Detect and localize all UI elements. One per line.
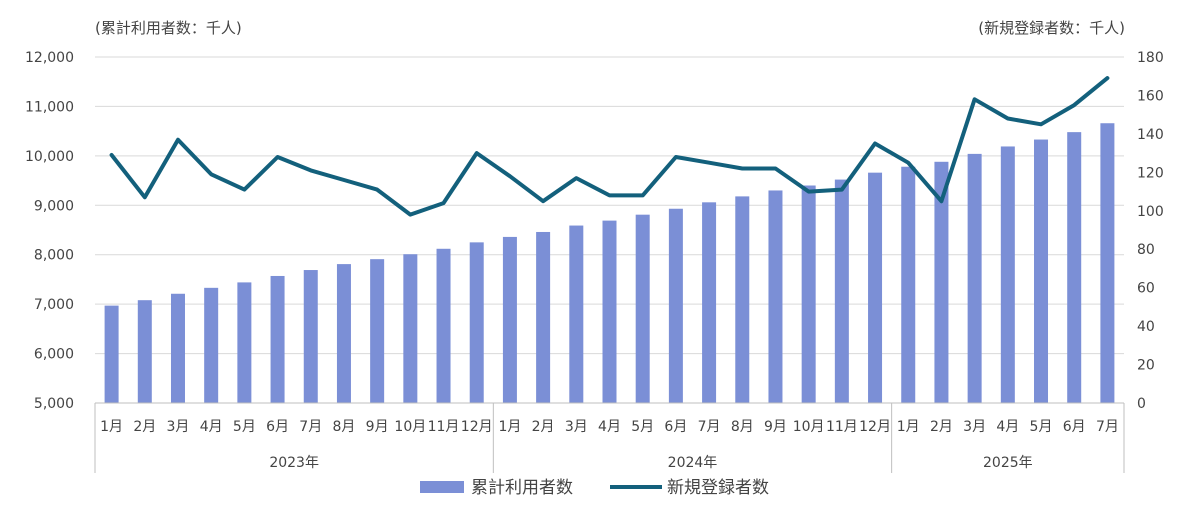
month-tick-label: 6月 — [266, 419, 289, 435]
right-tick-label: 180 — [1137, 50, 1164, 66]
bar — [901, 166, 916, 403]
month-tick-label: 6月 — [1063, 419, 1086, 435]
left-tick-label: 6,000 — [34, 347, 74, 363]
legend-label-line: 新規登録者数 — [667, 478, 769, 498]
bar — [1034, 139, 1049, 403]
month-tick-label: 3月 — [565, 419, 588, 435]
left-axis-unit-label: (累計利用者数：千人) — [95, 19, 242, 37]
bar — [536, 231, 551, 403]
bar — [1067, 132, 1082, 404]
left-tick-label: 5,000 — [34, 396, 74, 412]
left-tick-label: 7,000 — [34, 297, 74, 313]
month-tick-label: 11月 — [428, 419, 460, 435]
month-tick-label: 1月 — [897, 419, 920, 435]
bar — [104, 305, 119, 403]
series-line — [109, 76, 1110, 217]
bar — [934, 161, 949, 403]
month-tick-label: 10月 — [793, 419, 825, 435]
right-tick-label: 40 — [1137, 319, 1155, 335]
left-tick-label: 9,000 — [34, 198, 74, 214]
legend: 累計利用者数 新規登録者数 — [420, 478, 769, 498]
right-axis-unit-label: (新規登録者数：千人) — [978, 19, 1125, 37]
legend-swatch-bar — [420, 481, 464, 493]
month-tick-label: 10月 — [394, 419, 426, 435]
month-tick-label: 5月 — [631, 419, 654, 435]
right-tick-label: 20 — [1137, 358, 1155, 374]
month-tick-label: 2月 — [133, 419, 156, 435]
bar — [336, 264, 351, 403]
left-tick-label: 8,000 — [34, 248, 74, 264]
month-tick-label: 1月 — [100, 419, 123, 435]
right-y-axis: 0 20 40 60 80 100 120 140 160 180 — [1137, 50, 1164, 412]
month-tick-label: 12月 — [859, 419, 891, 435]
bar — [502, 236, 517, 403]
bar — [668, 208, 683, 403]
month-tick-label: 11月 — [826, 419, 858, 435]
month-tick-label: 7月 — [1096, 419, 1119, 435]
month-tick-label: 7月 — [299, 419, 322, 435]
month-tick-label: 12月 — [461, 419, 493, 435]
bar — [469, 242, 484, 403]
month-tick-label: 2月 — [930, 419, 953, 435]
right-tick-label: 100 — [1137, 204, 1164, 220]
bar — [735, 196, 750, 403]
year-label: 2024年 — [668, 455, 718, 471]
right-tick-label: 60 — [1137, 281, 1155, 297]
bar — [967, 153, 982, 403]
month-tick-label: 7月 — [698, 419, 721, 435]
month-tick-label: 4月 — [200, 419, 223, 435]
month-tick-label: 9月 — [764, 419, 787, 435]
bar — [170, 293, 185, 403]
left-tick-label: 11,000 — [25, 99, 74, 115]
year-label: 2023年 — [269, 455, 319, 471]
bar — [303, 270, 318, 403]
year-label: 2025年 — [983, 455, 1033, 471]
bar — [1100, 123, 1115, 403]
legend-label-bar: 累計利用者数 — [471, 478, 573, 498]
bar — [237, 282, 252, 403]
bar — [270, 275, 285, 403]
bar — [602, 220, 617, 403]
month-tick-label: 2月 — [532, 419, 555, 435]
month-tick-label: 5月 — [233, 419, 256, 435]
right-tick-label: 160 — [1137, 88, 1164, 104]
bar — [635, 214, 650, 403]
month-tick-label: 6月 — [664, 419, 687, 435]
right-tick-label: 140 — [1137, 127, 1164, 143]
bar — [370, 259, 385, 403]
month-tick-label: 9月 — [366, 419, 389, 435]
bar — [137, 300, 152, 403]
right-tick-label: 120 — [1137, 165, 1164, 181]
bar — [403, 254, 418, 403]
left-tick-label: 12,000 — [25, 50, 74, 66]
bar — [868, 172, 883, 403]
month-tick-label: 8月 — [731, 419, 754, 435]
bar — [1000, 146, 1015, 404]
bar — [702, 202, 717, 403]
month-tick-label: 4月 — [996, 419, 1019, 435]
bar — [436, 248, 451, 403]
bar — [801, 185, 816, 403]
right-tick-label: 0 — [1137, 396, 1146, 412]
bar-series-cumulative-users — [104, 123, 1115, 404]
month-tick-label: 3月 — [963, 419, 986, 435]
month-tick-label: 3月 — [167, 419, 190, 435]
bar — [768, 190, 783, 403]
bar — [569, 225, 584, 403]
month-tick-label: 1月 — [498, 419, 521, 435]
bar — [834, 179, 849, 403]
month-tick-label: 5月 — [1030, 419, 1053, 435]
left-y-axis: 5,000 6,000 7,000 8,000 9,000 10,000 11,000 12,… — [25, 50, 74, 412]
x-axis: 1月 2月 3月 4月 5月 6月 7月 8月 9月 10月 11月 12月 1月 2月 3月 4月 5月 6月 7… — [94, 402, 1125, 473]
month-tick-label: 4月 — [598, 419, 621, 435]
month-tick-label: 8月 — [332, 419, 355, 435]
line-series-new-registrations — [109, 76, 1110, 217]
bar — [204, 287, 219, 403]
left-tick-label: 10,000 — [25, 149, 74, 165]
right-tick-label: 80 — [1137, 242, 1155, 258]
